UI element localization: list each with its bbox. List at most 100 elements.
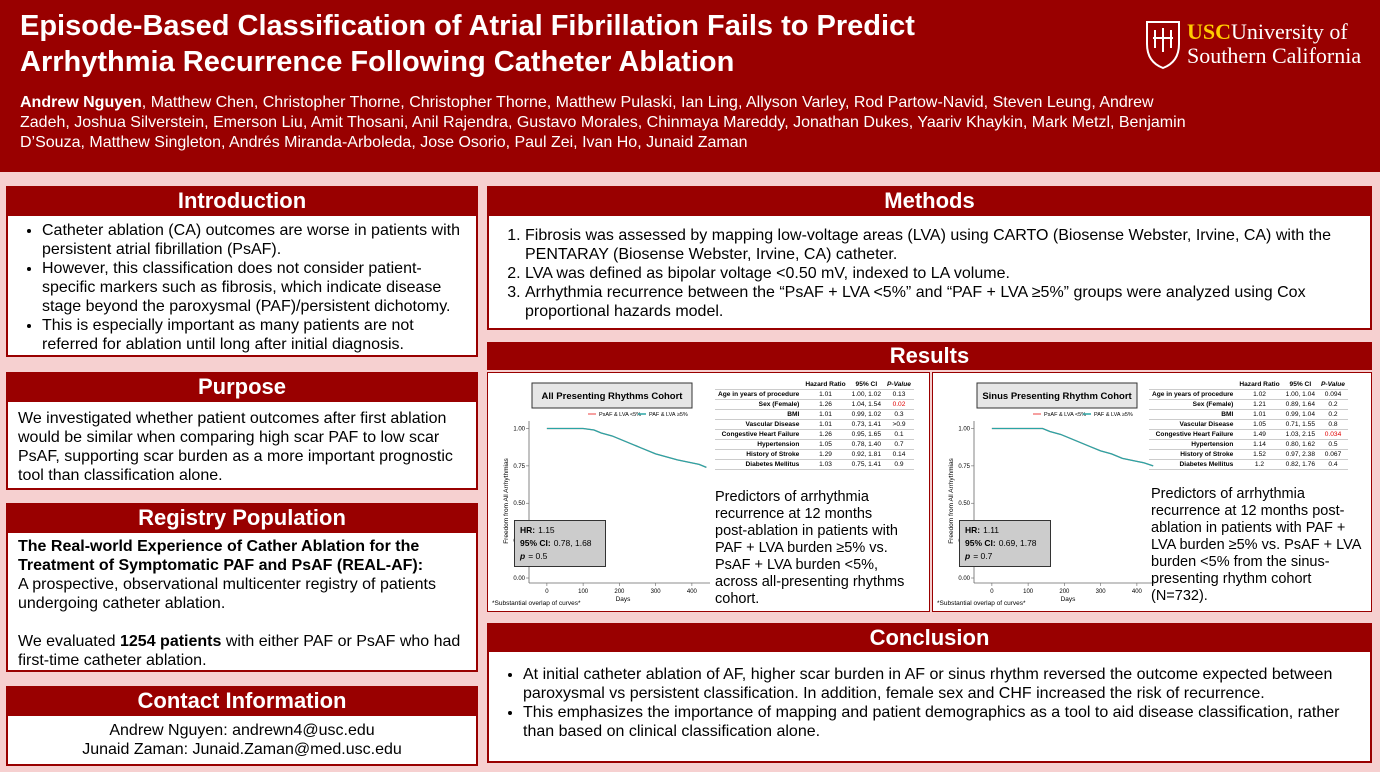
y-axis-label: Freedom from All Arrhythmias	[503, 457, 510, 543]
x-tick-label: 0	[990, 589, 994, 595]
x-tick-label: 400	[687, 589, 698, 595]
table-row: Hypertension 1.05 0.78, 1.40 0.7	[715, 439, 914, 450]
row-label: History of Stroke	[715, 449, 803, 460]
text: We evaluated	[18, 633, 120, 650]
cell: 0.92, 1.81	[848, 449, 885, 460]
stats-row: HR: 1.15	[520, 524, 600, 537]
stats-label: HR:	[520, 525, 536, 535]
bullet: This is especially important as many pat…	[42, 316, 468, 354]
cell: 1.14	[1236, 439, 1283, 450]
cell: 1.03	[802, 459, 849, 470]
numbered-list: Fibrosis was assessed by mapping low-vol…	[495, 226, 1360, 321]
patient-count: 1254 patients	[120, 633, 222, 650]
cell: 1.01	[802, 419, 849, 430]
cell: 0.82, 1.76	[1282, 459, 1319, 470]
cell: 1.01	[802, 389, 849, 400]
header-cell: P-Value	[1318, 380, 1348, 390]
hazard-table: Hazard Ratio 95% CI P-Value Age in years of…	[715, 380, 914, 470]
bullet: However, this classification does not co…	[42, 259, 468, 316]
bullet-list: At initial catheter ablation of AF, high…	[493, 665, 1360, 741]
table-row: Sex (Female) 1.21 0.89, 1.64 0.2	[1149, 399, 1348, 410]
x-tick-label: 0	[545, 589, 549, 595]
section-heading: Introduction	[6, 186, 478, 216]
cell: 0.14	[884, 449, 914, 460]
cell: 0.78, 1.40	[848, 439, 885, 450]
legend-label: PAF & LVA ≥5%	[1094, 412, 1133, 418]
section-heading: Conclusion	[487, 623, 1372, 652]
section-heading: Registry Population	[6, 503, 478, 533]
caption: Predictors of arrhythmia recurrence at 1…	[1151, 486, 1361, 604]
stats-row: 95% CI: 0.69, 1.78	[965, 537, 1045, 550]
cell: 0.99, 1.04	[1282, 409, 1319, 420]
lead-author: Andrew Nguyen	[20, 94, 142, 111]
stats-value: 1.15	[538, 525, 555, 535]
km-plot: Sinus Presenting Rhythm Cohort PsAF & LVA…	[937, 382, 1155, 607]
stats-label: 95% CI:	[965, 538, 996, 548]
registry-name: The Real-world Experience of Cather Abla…	[18, 538, 424, 574]
plot-title: Sinus Presenting Rhythm Cohort	[982, 391, 1132, 402]
table-row: History of Stroke 1.52 0.97, 2.38 0.067	[1149, 449, 1348, 460]
cell: 0.094	[1318, 389, 1348, 400]
stats-row: 95% CI: 0.78, 1.68	[520, 537, 600, 550]
stats-value: 0.69, 1.78	[998, 538, 1037, 548]
km-plot: All Presenting Rhythms Cohort PsAF & LVA …	[492, 382, 710, 607]
legend-label: PAF & LVA ≥5%	[649, 412, 688, 418]
paragraph: We evaluated 1254 patients with either P…	[18, 632, 466, 670]
cell: 1.29	[802, 449, 849, 460]
x-tick-label: 100	[1023, 589, 1034, 595]
table-row: History of Stroke 1.29 0.92, 1.81 0.14	[715, 449, 914, 460]
cell: 0.75, 1.41	[848, 459, 885, 470]
x-tick-label: 400	[1132, 589, 1143, 595]
row-label: History of Stroke	[1149, 449, 1237, 460]
cell: 1.01	[1236, 409, 1283, 420]
cell: 1.26	[802, 429, 849, 440]
plot-title-box	[976, 382, 1138, 409]
stats-label: 95% CI:	[520, 538, 551, 548]
section-body: We investigated whether patient outcomes…	[6, 402, 478, 490]
text: with either PAF or PsAF who had first-ti…	[18, 633, 461, 669]
cell: 0.2	[1318, 399, 1348, 410]
table-row: Hypertension 1.14 0.80, 1.62 0.5	[1149, 439, 1348, 450]
section-heading: Contact Information	[6, 686, 478, 716]
cell: 0.02	[884, 399, 914, 410]
authors: Andrew Nguyen, Matthew Chen, Christopher…	[20, 93, 1190, 153]
y-tick-label: 1.00	[513, 426, 525, 432]
header-cell: 95% CI	[848, 380, 885, 390]
section-body: Fibrosis was assessed by mapping low-vol…	[487, 216, 1372, 330]
cell: 0.2	[1318, 409, 1348, 420]
row-label: Diabetes Mellitus	[715, 459, 803, 470]
cell: 0.4	[1318, 459, 1348, 470]
logo-shield	[1146, 21, 1180, 70]
stats-row: HR: 1.11	[965, 524, 1045, 537]
y-tick-label: 0.00	[513, 576, 525, 582]
row-label: Diabetes Mellitus	[1149, 459, 1237, 470]
row-label: Sex (Female)	[1149, 399, 1237, 410]
cell: 1.26	[802, 399, 849, 410]
cell: 1.49	[1236, 429, 1283, 440]
annotation: *Substantial overlap of curves*	[937, 600, 1026, 607]
legend-label: PsAF & LVA <5%	[1044, 412, 1086, 418]
table-row: Diabetes Mellitus 1.2 0.82, 1.76 0.4	[1149, 459, 1348, 470]
contact-line: Junaid Zaman: Junaid.Zaman@med.usc.edu	[82, 741, 402, 758]
cell: 1.00, 1.04	[1282, 389, 1319, 400]
y-tick-label: 0.50	[958, 501, 970, 507]
bullet-list: Catheter ablation (CA) outcomes are wors…	[12, 221, 468, 354]
table-header-row: Hazard Ratio 95% CI P-Value	[715, 380, 914, 390]
annotation: *Substantial overlap of curves*	[492, 600, 581, 607]
cell: >0.9	[884, 419, 914, 430]
table-row: Vascular Disease 1.01 0.73, 1.41 >0.9	[715, 419, 914, 430]
table-row: Diabetes Mellitus 1.03 0.75, 1.41 0.9	[715, 459, 914, 470]
stats-box: HR: 1.15 95% CI: 0.78, 1.68 p = 0.5	[514, 520, 606, 567]
x-tick-label: 300	[651, 589, 662, 595]
km-curve	[991, 427, 1154, 467]
cell: 1.02	[1236, 389, 1283, 400]
section-heading: Methods	[487, 186, 1372, 216]
cell: 0.99, 1.02	[848, 409, 885, 420]
section-heading: Results	[487, 342, 1372, 370]
cell: 0.8	[1318, 419, 1348, 430]
row-label: Vascular Disease	[715, 419, 803, 430]
section-body: Catheter ablation (CA) outcomes are wors…	[6, 216, 478, 357]
cell: 0.80, 1.62	[1282, 439, 1319, 450]
cell: 0.067	[1318, 449, 1348, 460]
plot-title-box	[531, 382, 693, 409]
